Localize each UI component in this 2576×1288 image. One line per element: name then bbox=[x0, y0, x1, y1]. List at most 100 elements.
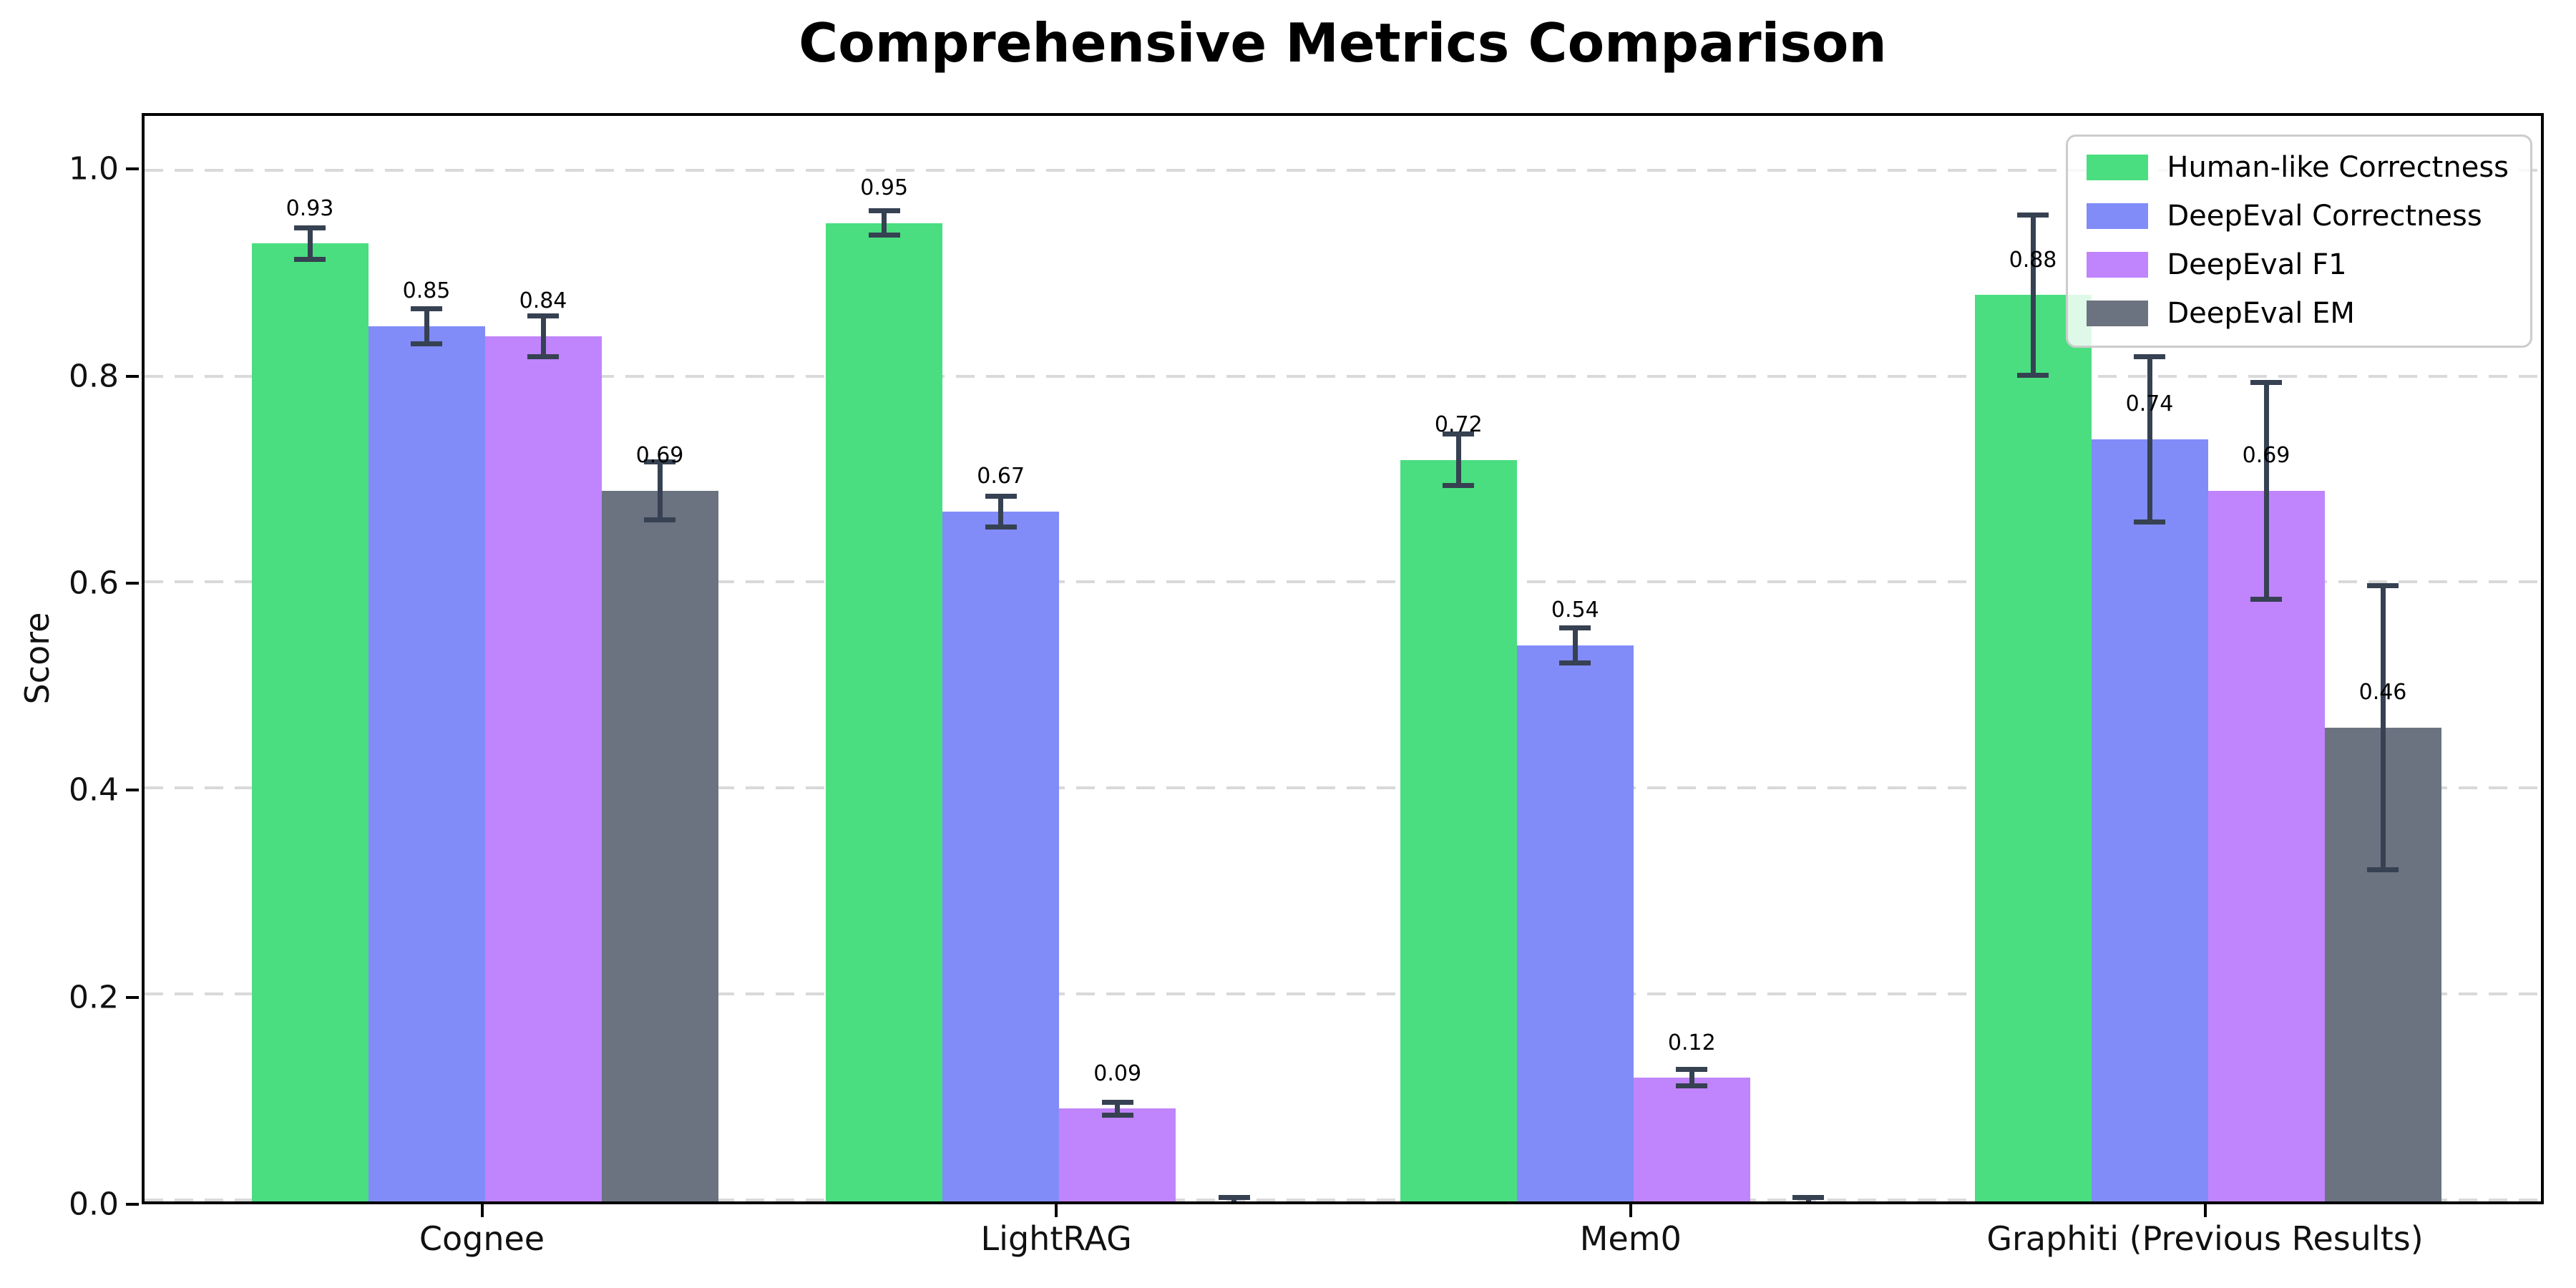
x-tick-mark bbox=[480, 1204, 484, 1217]
error-bar bbox=[882, 210, 887, 235]
value-label: 0.93 bbox=[286, 195, 334, 221]
error-bar bbox=[1455, 434, 1461, 486]
error-bar-cap-bottom bbox=[527, 354, 559, 360]
error-bar-cap-bottom bbox=[1219, 1203, 1250, 1204]
error-bar-cap-top bbox=[1218, 1194, 1250, 1200]
bar bbox=[2091, 439, 2208, 1201]
y-tick-label: 1.0 bbox=[69, 150, 119, 187]
y-tick-label: 0.8 bbox=[69, 358, 119, 394]
error-bar bbox=[2030, 215, 2036, 376]
x-tick-label: LightRAG bbox=[980, 1219, 1132, 1258]
bar bbox=[826, 223, 943, 1201]
error-bar bbox=[657, 462, 663, 520]
value-label: 0.84 bbox=[519, 288, 567, 314]
bar bbox=[1633, 1078, 1750, 1201]
error-bar-cap-top bbox=[2134, 354, 2165, 360]
error-bar-cap-top bbox=[2017, 212, 2049, 218]
error-bar bbox=[2263, 382, 2269, 600]
error-bar-cap-bottom bbox=[644, 517, 675, 522]
y-tick-mark bbox=[126, 167, 139, 171]
y-tick-label: 0.6 bbox=[69, 565, 119, 602]
error-bar-cap-top bbox=[644, 459, 675, 465]
value-label: 0.09 bbox=[1093, 1060, 1142, 1086]
bar bbox=[2207, 490, 2325, 1201]
value-label: 0.95 bbox=[860, 175, 909, 201]
error-bar-cap-top bbox=[1443, 431, 1475, 437]
gridline bbox=[145, 580, 2541, 584]
gridline bbox=[145, 168, 2541, 172]
error-bar-cap-top bbox=[527, 313, 559, 318]
legend-swatch bbox=[2087, 301, 2149, 326]
legend-label: DeepEval F1 bbox=[2167, 248, 2347, 281]
value-label: 0.69 bbox=[2242, 443, 2290, 469]
bar bbox=[942, 511, 1060, 1201]
error-bar-cap-top bbox=[1792, 1194, 1825, 1200]
y-tick-mark bbox=[126, 995, 139, 999]
plot-area: 0.93 0.85 0.84 0.69 0.95 0.67 0.09 0.72 0.54 0.12… bbox=[142, 113, 2544, 1204]
error-bar-cap-top bbox=[411, 306, 442, 311]
y-axis-label: Score bbox=[18, 612, 57, 705]
error-bar bbox=[2147, 356, 2152, 522]
value-label: 0.69 bbox=[635, 443, 684, 469]
value-label: 0.88 bbox=[2009, 247, 2057, 273]
error-bar-cap-bottom bbox=[411, 341, 442, 346]
legend-label: Human-like Correctness bbox=[2167, 151, 2509, 184]
error-bar-cap-bottom bbox=[1559, 660, 1591, 665]
error-bar-cap-top bbox=[2367, 582, 2399, 588]
error-bar-cap-top bbox=[1559, 625, 1591, 630]
error-bar bbox=[540, 316, 546, 357]
x-tick-mark bbox=[2203, 1204, 2207, 1217]
x-tick-mark bbox=[1055, 1204, 1058, 1217]
error-bar-cap-top bbox=[294, 225, 326, 231]
x-tick-mark bbox=[1629, 1204, 1632, 1217]
error-bar-cap-bottom bbox=[294, 256, 326, 262]
legend-swatch bbox=[2087, 252, 2149, 278]
y-tick-mark bbox=[126, 581, 139, 585]
error-bar-cap-bottom bbox=[2134, 519, 2165, 525]
value-label: 0.74 bbox=[2125, 391, 2174, 417]
value-label: 0.85 bbox=[402, 278, 451, 303]
error-bar-cap-bottom bbox=[2250, 596, 2282, 602]
error-bar-cap-bottom bbox=[2367, 867, 2399, 873]
y-tick-label: 0.2 bbox=[69, 979, 119, 1016]
y-tick-label: 0.4 bbox=[69, 771, 119, 809]
legend-swatch bbox=[2087, 155, 2149, 180]
error-bar bbox=[1689, 1069, 1694, 1086]
value-label: 0.72 bbox=[1434, 412, 1483, 438]
gridline bbox=[145, 992, 2541, 996]
error-bar-cap-bottom bbox=[1792, 1203, 1824, 1204]
gridline bbox=[145, 374, 2541, 378]
legend-item: DeepEval EM bbox=[2087, 297, 2509, 330]
value-label: 0.46 bbox=[2358, 680, 2407, 706]
error-bar bbox=[1115, 1102, 1121, 1116]
bar bbox=[1974, 295, 2092, 1201]
x-tick-label: Cognee bbox=[419, 1219, 545, 1258]
y-tick-mark bbox=[126, 1203, 139, 1206]
value-label: 0.12 bbox=[1667, 1030, 1716, 1055]
bar bbox=[484, 336, 602, 1201]
y-tick-label: 0.0 bbox=[69, 1186, 119, 1223]
error-bar bbox=[424, 308, 429, 344]
error-bar-cap-bottom bbox=[868, 233, 900, 238]
error-bar-cap-top bbox=[2250, 380, 2282, 386]
x-tick-label: Mem0 bbox=[1579, 1219, 1682, 1258]
error-bar-cap-top bbox=[868, 208, 900, 213]
legend-label: DeepEval EM bbox=[2167, 297, 2355, 330]
value-label: 0.54 bbox=[1551, 597, 1599, 623]
bar bbox=[1400, 459, 1517, 1201]
bar bbox=[601, 490, 718, 1201]
value-label: 0.67 bbox=[977, 464, 1025, 489]
y-tick-mark bbox=[126, 789, 139, 792]
gridline bbox=[145, 786, 2541, 790]
error-bar bbox=[998, 496, 1004, 527]
error-bar bbox=[2380, 585, 2386, 870]
error-bar-cap-bottom bbox=[1101, 1112, 1133, 1118]
error-bar-cap-top bbox=[1101, 1100, 1133, 1106]
bar bbox=[368, 326, 485, 1201]
legend-item: DeepEval F1 bbox=[2087, 248, 2509, 281]
error-bar-cap-bottom bbox=[2017, 373, 2049, 379]
error-bar-cap-top bbox=[985, 493, 1017, 499]
error-bar bbox=[307, 228, 313, 260]
bar bbox=[1059, 1108, 1176, 1201]
